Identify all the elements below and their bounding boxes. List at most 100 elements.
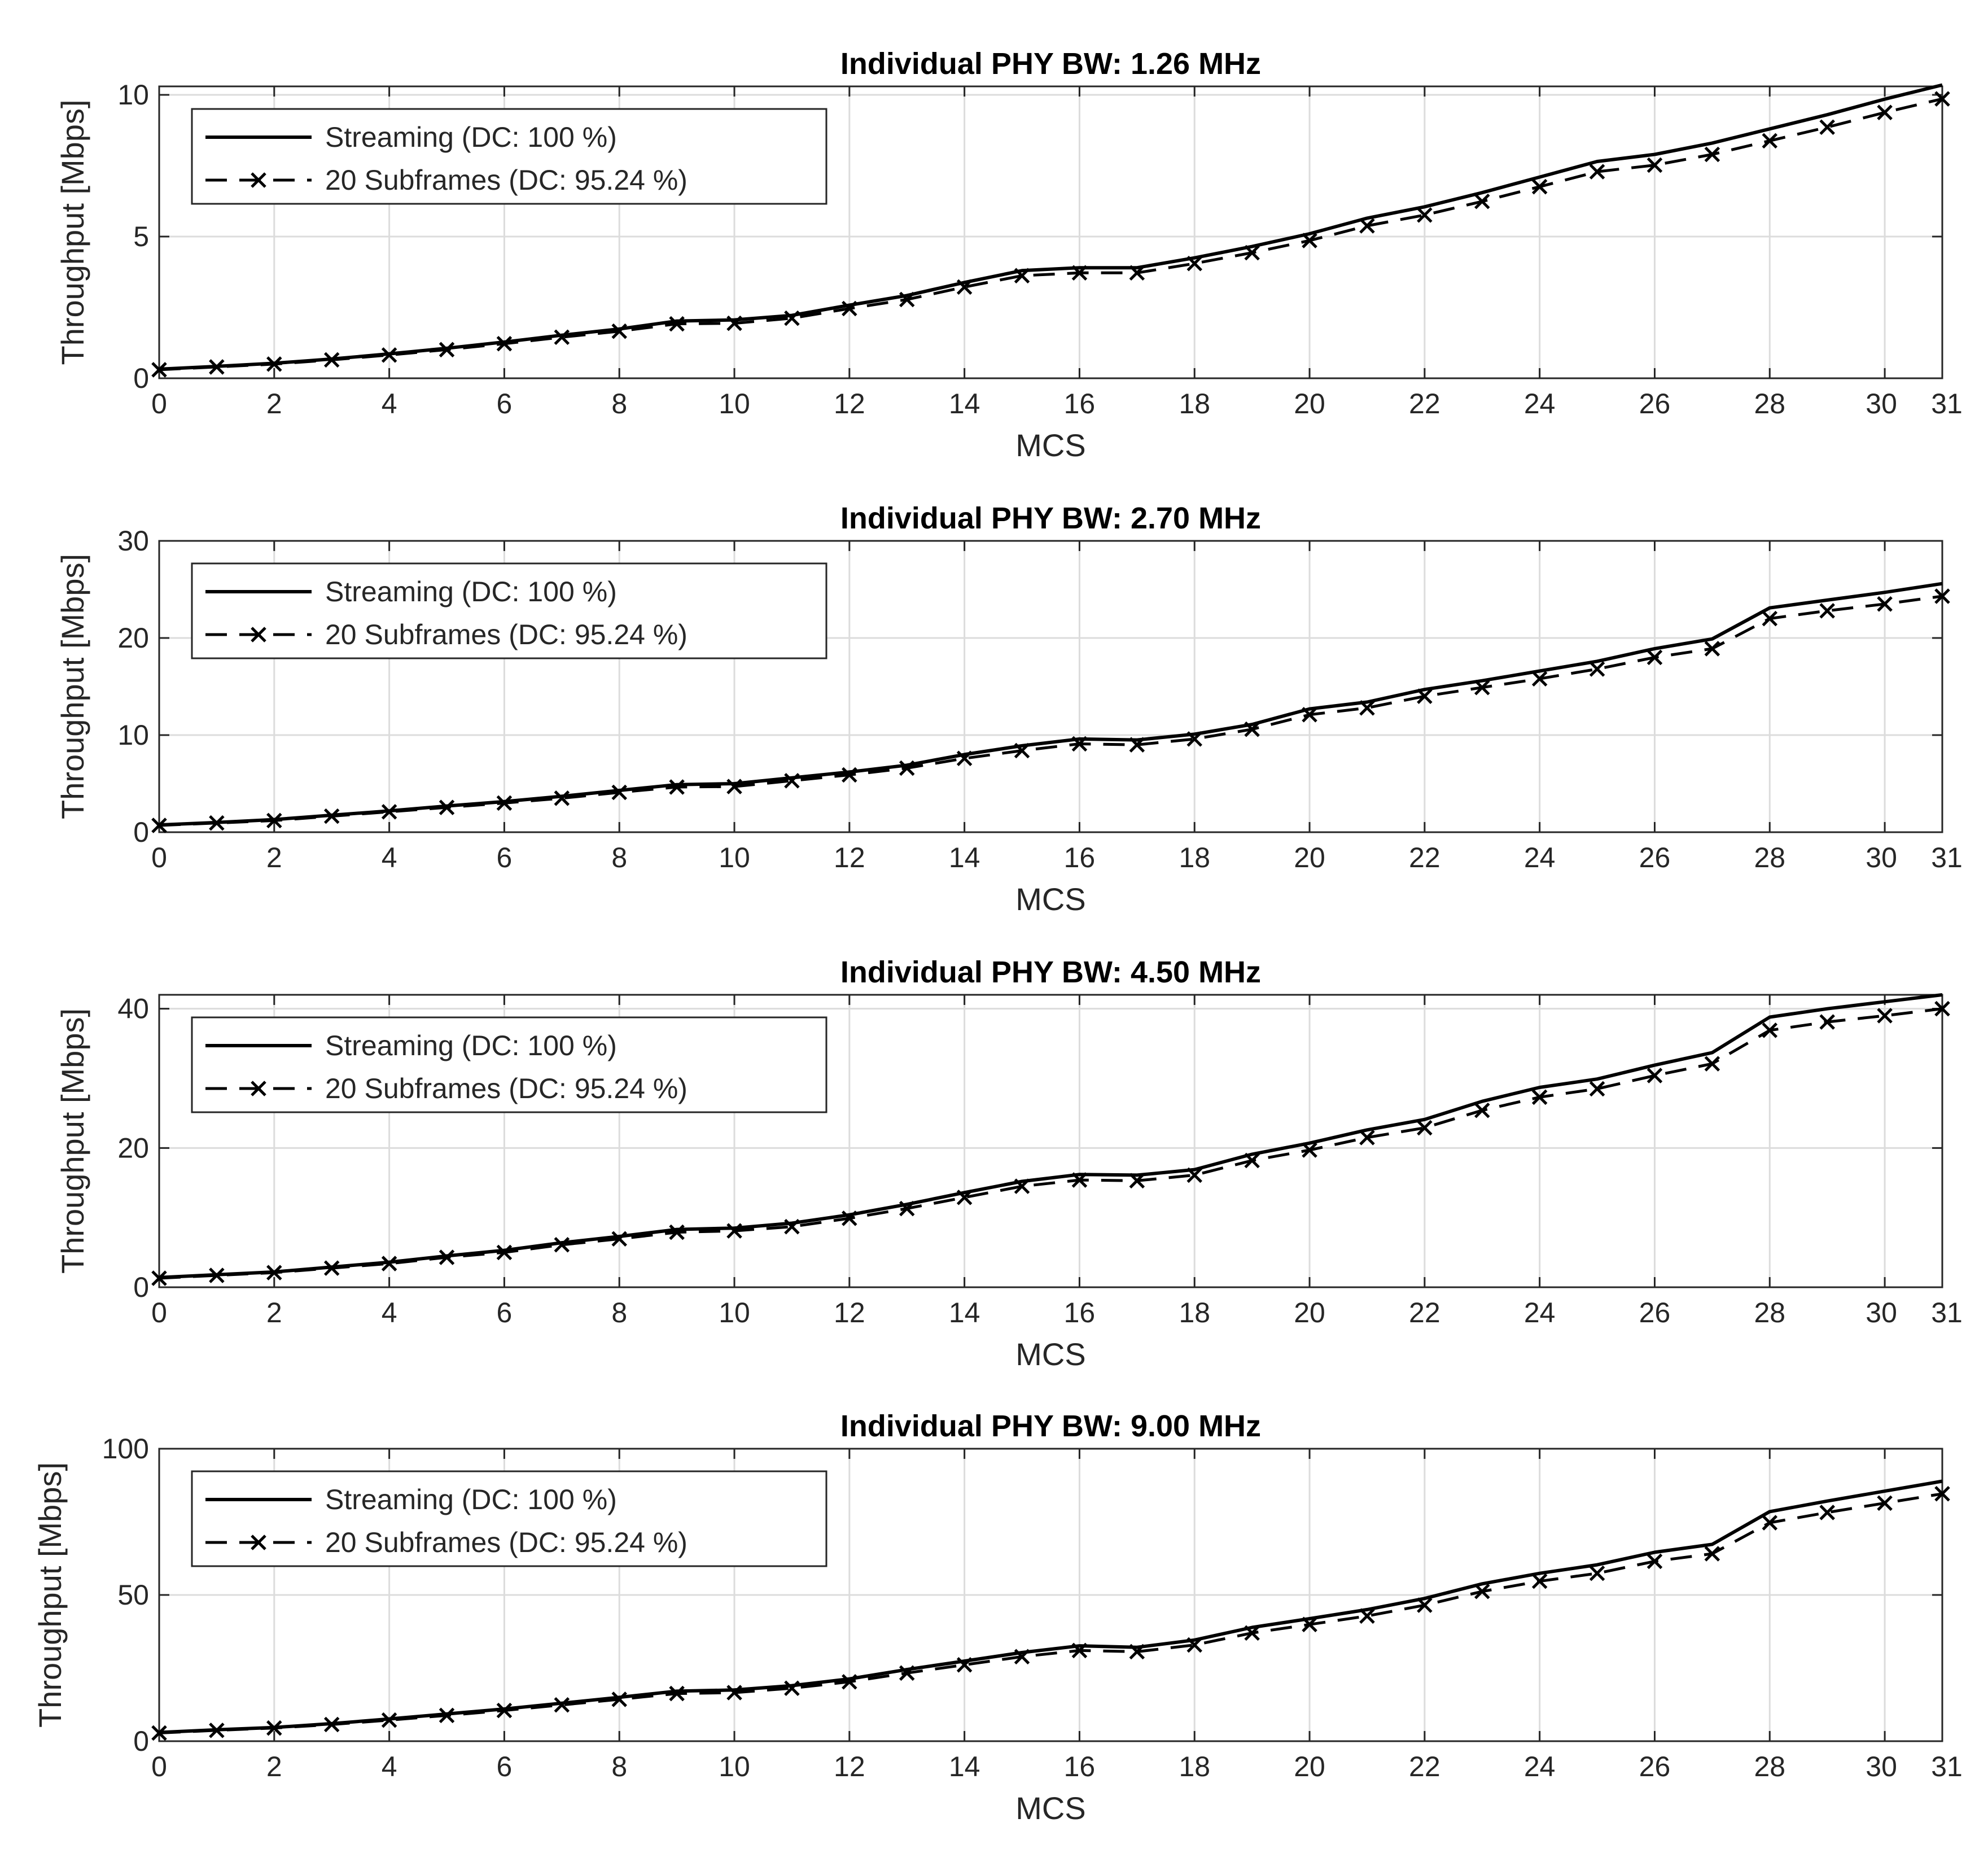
x-tick-label: 0 [151,388,167,419]
x-marker [956,279,973,295]
legend [191,108,827,205]
legend [191,1016,827,1113]
x-marker [1589,1565,1605,1581]
x-tick-label: 16 [1064,842,1096,873]
x-marker [1704,146,1720,163]
x-tick-label: 26 [1639,1751,1671,1782]
x-marker [1417,688,1433,704]
axes-box [158,85,1943,379]
y-tick-label: 40 [117,993,149,1025]
x-tick-label: 24 [1524,842,1556,873]
x-marker [209,359,225,375]
x-tick-label: 22 [1409,842,1440,873]
x-tick-label: 30 [1866,1297,1897,1328]
series-subframes [151,588,1950,833]
x-marker [554,329,570,345]
x-tick-label: 0 [151,1297,167,1328]
x-marker [956,1190,973,1205]
x-marker [1417,207,1433,223]
x-marker [1934,1486,1950,1502]
x-tick-label: 22 [1409,1751,1440,1782]
x-tick-label: 28 [1754,388,1785,419]
legend-label-streaming: Streaming (DC: 100 %) [325,121,617,153]
x-marker [496,1702,513,1719]
axes-box [158,994,1943,1288]
x-tick-label: 28 [1754,842,1785,873]
y-tick-label: 20 [117,1132,149,1164]
x-marker [899,291,915,308]
series-streaming [159,993,1943,1279]
x-tick-label: 12 [834,1297,865,1328]
y-tick-label: 10 [117,719,149,751]
x-marker [1014,1178,1030,1194]
x-marker [956,750,973,767]
legend-marker [251,1535,266,1550]
series-subframes [151,91,1950,378]
x-tick-label: 2 [266,1297,282,1328]
series-subframes [151,1000,1950,1286]
y-tick-label: 10 [117,79,149,111]
x-tick-label: 16 [1064,1297,1096,1328]
x-marker [1359,700,1375,716]
x-marker [611,1231,627,1247]
x-tick-label: 2 [266,842,282,873]
legend-marker [251,627,266,642]
x-marker [784,1218,800,1235]
legend-label-subframes: 20 Subframes (DC: 95.24 %) [325,1527,688,1558]
streaming-line [159,83,1943,371]
x-marker [266,1720,282,1736]
x-tick-label: 24 [1524,1751,1556,1782]
x-tick-label: 12 [834,388,865,419]
x-marker [1359,1130,1375,1146]
x-tick-label: 4 [382,1751,397,1782]
legend-label-subframes: 20 Subframes (DC: 95.24 %) [325,619,688,650]
x-marker [496,795,513,811]
x-marker [784,773,800,789]
y-axis-label: Throughput [Mbps] [55,99,90,365]
x-tick-label: 10 [719,842,750,873]
x-tick-label: 31 [1931,1751,1963,1782]
y-axis-label: Throughput [Mbps] [55,554,90,819]
x-tick-label: 8 [611,1751,627,1782]
x-marker [323,808,340,824]
x-marker [669,1224,685,1240]
x-marker [1877,596,1893,612]
y-tick-label: 5 [133,221,149,252]
x-marker [554,790,570,806]
x-marker [726,779,742,794]
subframes-line [159,1007,1943,1280]
subplot-title: Individual PHY BW: 2.70 MHz [840,501,1261,535]
x-marker [611,323,627,339]
x-tick-label: 31 [1931,842,1963,873]
x-marker [899,760,915,776]
x-marker [1474,1584,1490,1599]
x-marker [1647,1068,1663,1083]
x-marker [381,1712,397,1728]
x-marker [899,1200,915,1217]
x-marker [1589,1081,1605,1097]
x-axis-label: MCS [1015,427,1085,463]
series-streaming [159,1479,1943,1734]
subplot-title: Individual PHY BW: 9.00 MHz [840,1409,1261,1443]
x-tick-label: 20 [1294,842,1325,873]
x-marker [726,1685,742,1701]
x-marker [1762,1022,1778,1038]
x-tick-label: 24 [1524,1297,1556,1328]
x-marker [784,310,800,326]
x-marker [323,1260,340,1276]
x-marker [151,1270,167,1286]
x-marker [151,1725,167,1741]
x-marker [1129,1173,1145,1189]
x-tick-label: 18 [1179,1297,1210,1328]
x-tick-label: 4 [382,388,397,419]
x-marker [1186,1637,1203,1653]
x-tick-label: 4 [382,842,397,873]
x-marker [1244,721,1260,737]
x-marker [381,1256,397,1271]
x-marker [1071,736,1088,752]
x-marker [726,1223,742,1239]
